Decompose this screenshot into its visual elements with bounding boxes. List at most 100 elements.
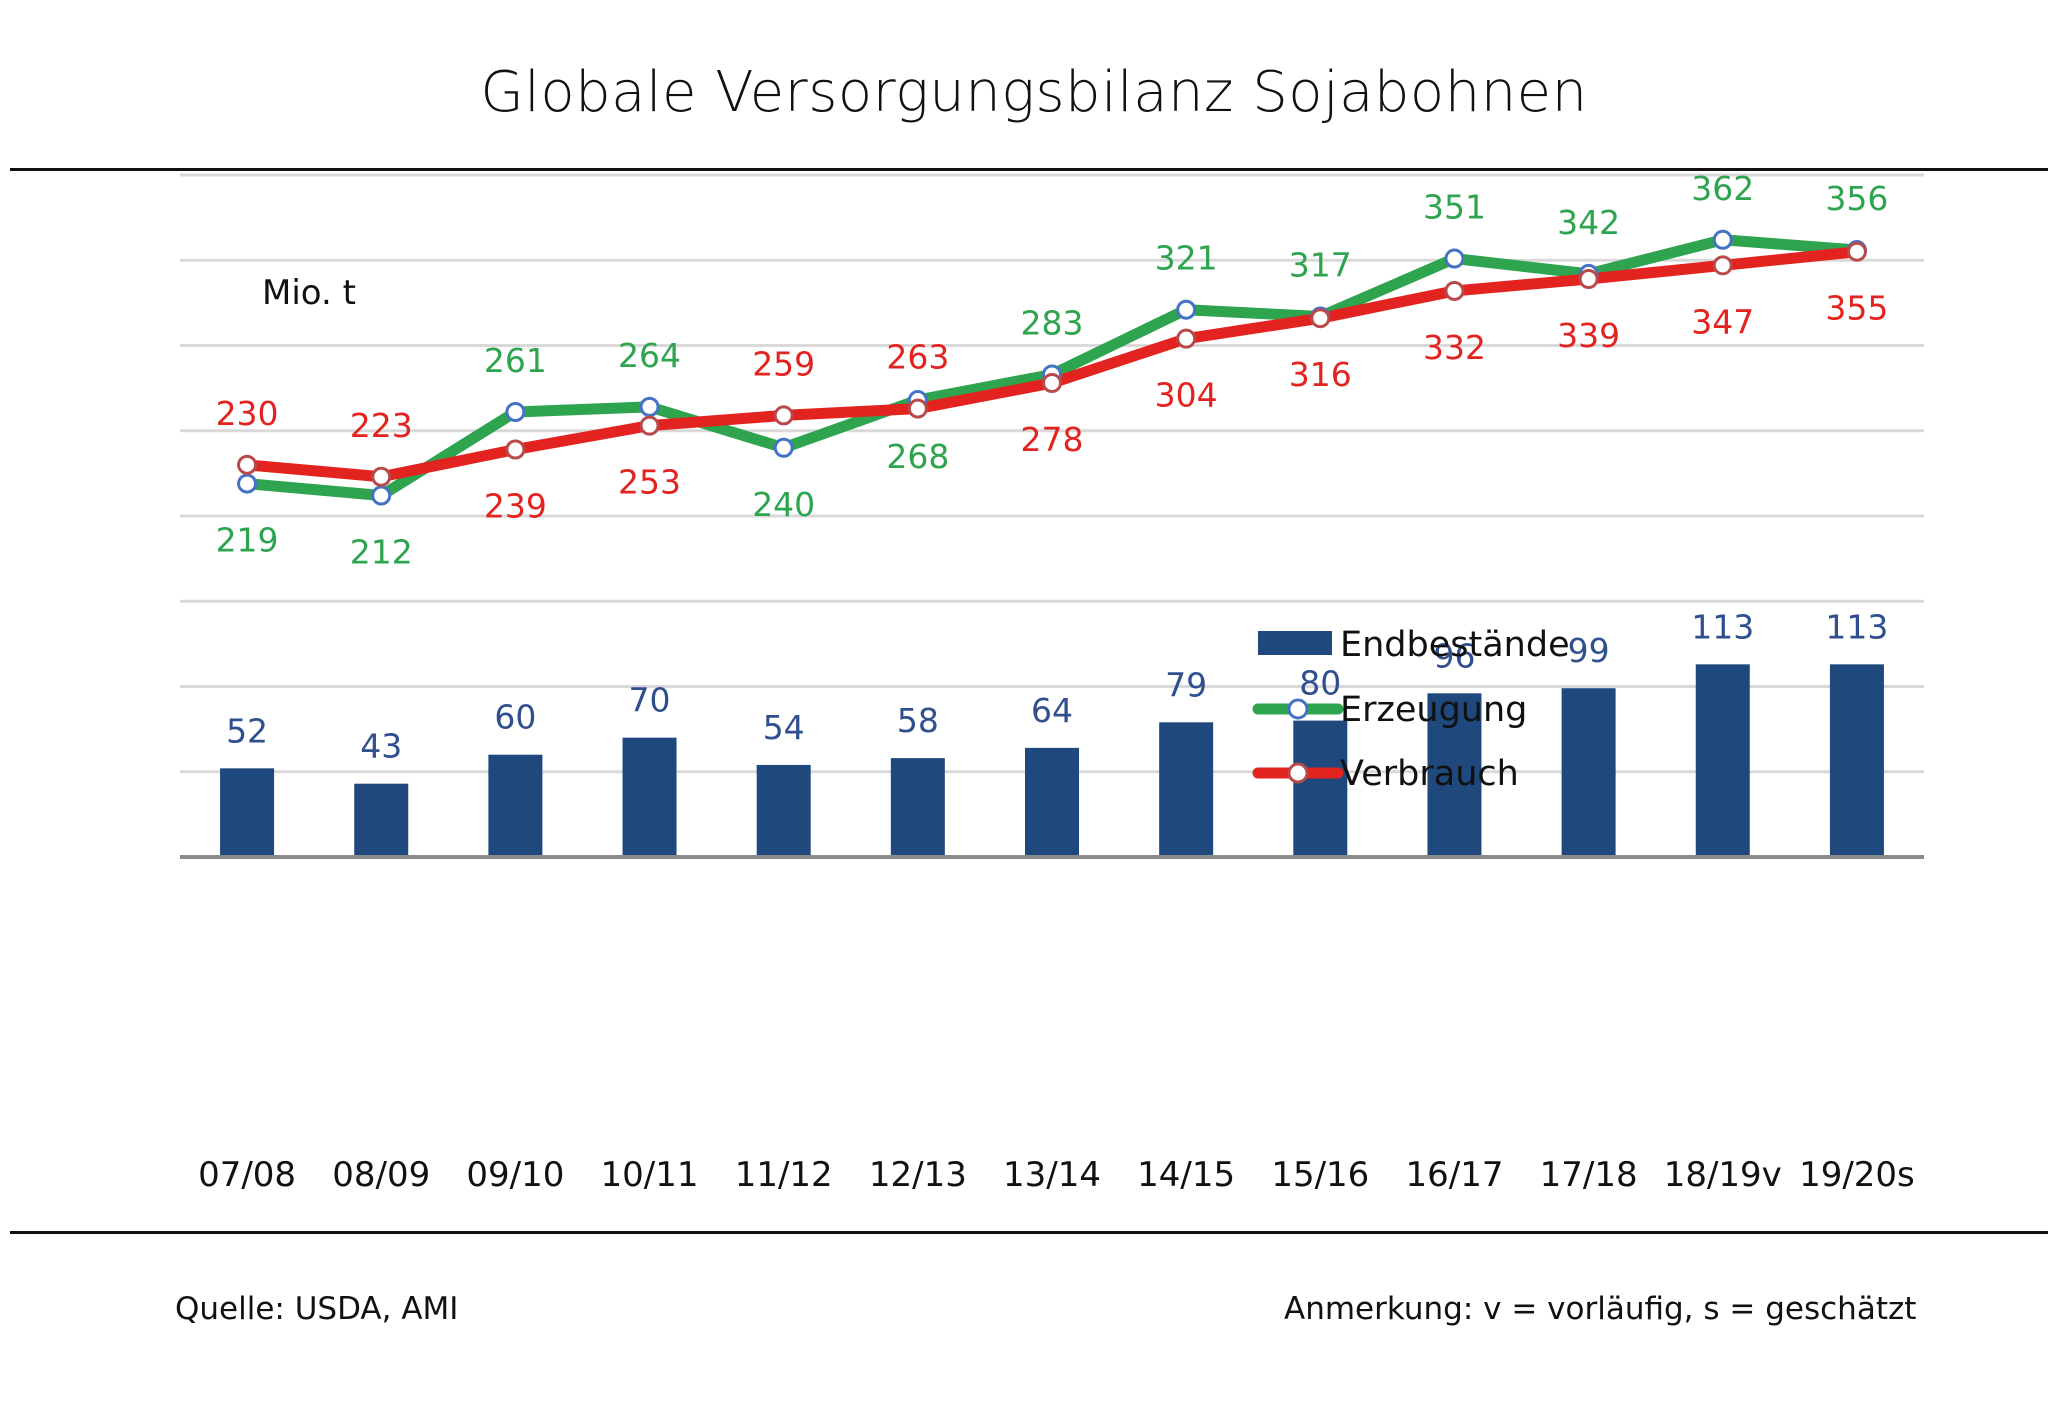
bar-endbestaende bbox=[1561, 688, 1616, 857]
marker-erzeugung bbox=[1712, 229, 1733, 250]
bar-endbestaende bbox=[1159, 722, 1214, 857]
line-value-label-verbrauch: 339 bbox=[1557, 316, 1620, 355]
x-tick-label: 11/12 bbox=[735, 1155, 833, 1195]
bar-endbestaende bbox=[622, 737, 677, 857]
line-value-label-verbrauch: 223 bbox=[350, 406, 413, 445]
legend: Endbestände Erzeugung Verbrauch bbox=[1252, 625, 1570, 794]
marker-verbrauch bbox=[639, 415, 660, 436]
line-value-label-verbrauch: 253 bbox=[618, 463, 681, 502]
bar-value-label: 99 bbox=[1568, 631, 1610, 670]
marker-erzeugung bbox=[505, 401, 526, 422]
line-value-label-verbrauch: 316 bbox=[1289, 355, 1352, 394]
legend-label: Erzeugung bbox=[1340, 690, 1527, 730]
bar-value-label: 113 bbox=[1691, 607, 1754, 646]
bar-value-label: 80 bbox=[1299, 664, 1341, 703]
marker-verbrauch bbox=[1042, 373, 1062, 394]
marker-verbrauch bbox=[237, 454, 258, 475]
bar-endbestaende bbox=[890, 758, 945, 857]
bar-endbestaende bbox=[1829, 664, 1884, 857]
data-labels: 52 43 60 70 54 58 64 79 80 96 99 113 113 219 212 261 264… bbox=[216, 169, 1889, 766]
x-tick-label: 18/19v bbox=[1664, 1155, 1782, 1195]
x-tick-label: 13/14 bbox=[1003, 1155, 1101, 1195]
bar-endbestaende bbox=[1427, 693, 1482, 857]
annotation-note: Anmerkung: v = vorläufig, s = geschätzt bbox=[1284, 1291, 1917, 1327]
line-value-label-verbrauch: 230 bbox=[216, 394, 279, 433]
line-value-label-erzeugung: 283 bbox=[1021, 303, 1084, 342]
bar-value-label: 58 bbox=[897, 701, 939, 740]
line-value-label-verbrauch: 263 bbox=[886, 338, 949, 377]
line-value-label-erzeugung: 356 bbox=[1825, 179, 1888, 218]
legend-swatch-marker bbox=[1287, 698, 1309, 720]
line-value-label-verbrauch: 304 bbox=[1155, 376, 1218, 415]
bar-value-label: 79 bbox=[1165, 665, 1207, 704]
line-value-label-verbrauch: 278 bbox=[1021, 420, 1084, 459]
marker-verbrauch bbox=[1310, 308, 1331, 329]
bar-endbestaende bbox=[354, 783, 409, 857]
x-axis-tick-labels: 07/08 08/09 09/10 10/11 11/12 12/13 13/14 14/15… bbox=[198, 1155, 1915, 1195]
line-value-label-verbrauch: 355 bbox=[1825, 289, 1888, 328]
x-tick-label: 10/11 bbox=[601, 1155, 699, 1195]
line-value-label-erzeugung: 362 bbox=[1691, 169, 1754, 208]
marker-erzeugung bbox=[773, 437, 794, 458]
line-value-label-erzeugung: 264 bbox=[618, 336, 681, 375]
marker-erzeugung bbox=[1176, 299, 1197, 320]
line-value-label-erzeugung: 240 bbox=[752, 485, 815, 524]
marker-verbrauch bbox=[773, 405, 794, 426]
marker-erzeugung bbox=[371, 485, 392, 506]
marker-verbrauch bbox=[1444, 280, 1465, 301]
bar-endbestaende bbox=[1025, 747, 1079, 857]
legend-label: Endbestände bbox=[1340, 625, 1570, 665]
bar-value-label: 96 bbox=[1433, 636, 1475, 675]
bar-value-label: 52 bbox=[226, 711, 268, 750]
source-note: Quelle: USDA, AMI bbox=[175, 1291, 459, 1327]
x-tick-label: 14/15 bbox=[1137, 1155, 1235, 1195]
bar-endbestaende bbox=[1695, 664, 1750, 857]
legend-swatch-marker bbox=[1287, 762, 1309, 784]
line-value-label-erzeugung: 317 bbox=[1289, 246, 1352, 285]
line-value-label-erzeugung: 321 bbox=[1155, 239, 1218, 278]
line-value-label-erzeugung: 261 bbox=[484, 341, 547, 380]
marker-verbrauch bbox=[1846, 241, 1867, 262]
gridlines bbox=[180, 173, 1924, 774]
marker-erzeugung bbox=[1444, 248, 1465, 269]
bar-value-label: 113 bbox=[1825, 607, 1888, 646]
bar-endbestaende bbox=[756, 764, 811, 857]
marker-verbrauch bbox=[371, 466, 392, 487]
line-value-label-verbrauch: 347 bbox=[1691, 302, 1754, 341]
line-value-label-verbrauch: 332 bbox=[1423, 328, 1486, 367]
x-tick-label: 16/17 bbox=[1405, 1155, 1503, 1195]
bar-value-label: 64 bbox=[1031, 691, 1073, 730]
bar-value-label: 43 bbox=[360, 727, 402, 766]
line-value-label-verbrauch: 259 bbox=[752, 344, 815, 383]
x-tick-label: 09/10 bbox=[466, 1155, 564, 1195]
top-divider bbox=[10, 168, 2048, 171]
y-axis-unit-label: Mio. t bbox=[262, 273, 356, 313]
marker-erzeugung bbox=[639, 396, 660, 417]
x-tick-label: 12/13 bbox=[869, 1155, 967, 1195]
marker-verbrauch bbox=[505, 439, 526, 460]
bar-endbestaende bbox=[220, 768, 275, 857]
bar-endbestaende bbox=[1293, 720, 1348, 857]
line-value-label-erzeugung: 351 bbox=[1423, 188, 1486, 227]
legend-label: Verbrauch bbox=[1340, 754, 1519, 794]
x-tick-label: 07/08 bbox=[198, 1155, 296, 1195]
bottom-divider bbox=[10, 1231, 2048, 1234]
line-value-label-erzeugung: 342 bbox=[1557, 203, 1620, 242]
bar-endbestaende bbox=[488, 754, 543, 857]
marker-verbrauch bbox=[907, 398, 928, 419]
line-value-label-erzeugung: 212 bbox=[350, 533, 413, 572]
x-tick-label: 19/20s bbox=[1799, 1155, 1915, 1195]
x-tick-label: 08/09 bbox=[332, 1155, 430, 1195]
line-value-label-erzeugung: 268 bbox=[886, 437, 949, 476]
chart-title: Globale Versorgungsbilanz Sojabohnen bbox=[480, 60, 1588, 125]
line-value-label-erzeugung: 219 bbox=[216, 521, 279, 560]
bar-value-label: 70 bbox=[629, 681, 671, 720]
legend-swatch-bar bbox=[1258, 631, 1332, 655]
bar-value-label: 54 bbox=[763, 708, 805, 747]
x-tick-label: 15/16 bbox=[1271, 1155, 1369, 1195]
bar-value-label: 60 bbox=[494, 698, 536, 737]
marker-erzeugung bbox=[237, 473, 258, 494]
line-markers bbox=[237, 229, 1867, 506]
line-value-label-verbrauch: 239 bbox=[484, 487, 547, 526]
